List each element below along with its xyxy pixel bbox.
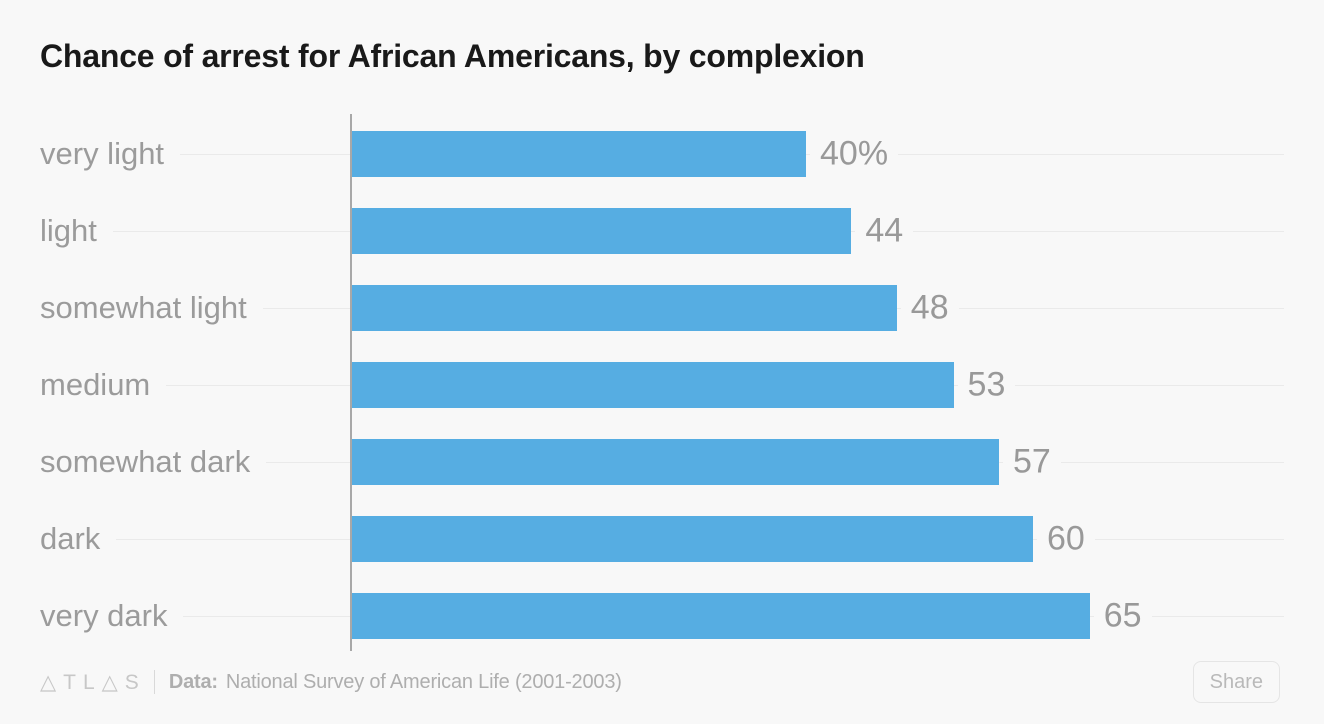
value-label: 40% — [810, 134, 899, 173]
value-label: 60 — [1037, 519, 1095, 558]
bar — [352, 361, 954, 408]
chart-row: medium 53 — [40, 346, 1284, 423]
bar — [352, 130, 806, 177]
chart-footer: △TL△S Data: National Survey of American L… — [40, 660, 1280, 704]
chart-row: very light 40% — [40, 115, 1284, 192]
footer-divider — [153, 670, 155, 694]
data-source: Data: National Survey of American Life (2… — [169, 671, 622, 694]
chart-title: Chance of arrest for African Americans, … — [40, 38, 865, 74]
y-axis-line — [350, 114, 352, 651]
chart-row: dark 60 — [40, 500, 1284, 577]
category-label: very light — [40, 135, 181, 172]
category-label: somewhat light — [40, 289, 263, 326]
category-label: very dark — [40, 597, 184, 634]
atlas-logo: △TL△S — [40, 670, 146, 694]
share-button[interactable]: Share — [1192, 661, 1280, 703]
value-label: 48 — [900, 288, 959, 327]
category-label: somewhat dark — [40, 443, 267, 480]
chart-row: light 44 — [40, 192, 1284, 269]
data-source-prefix: Data: — [168, 670, 218, 693]
value-label: 65 — [1093, 596, 1152, 635]
data-source-text: National Survey of American Life (2001-2… — [225, 670, 622, 693]
value-label: 57 — [1002, 442, 1061, 481]
chart-plot-area: very light 40% light 44 somewhat light 4… — [40, 115, 1284, 654]
bar — [352, 515, 1033, 562]
category-label: light — [40, 212, 113, 249]
bar — [352, 592, 1090, 639]
chart-row: somewhat light 48 — [40, 269, 1284, 346]
category-label: medium — [40, 366, 167, 403]
chart-row: very dark 65 — [40, 577, 1284, 654]
value-label: 44 — [855, 211, 914, 250]
bar — [352, 207, 852, 254]
category-label: dark — [40, 520, 117, 557]
bar — [352, 284, 897, 331]
chart-row: somewhat dark 57 — [40, 423, 1284, 500]
value-label: 53 — [957, 365, 1016, 404]
bar — [352, 438, 999, 485]
